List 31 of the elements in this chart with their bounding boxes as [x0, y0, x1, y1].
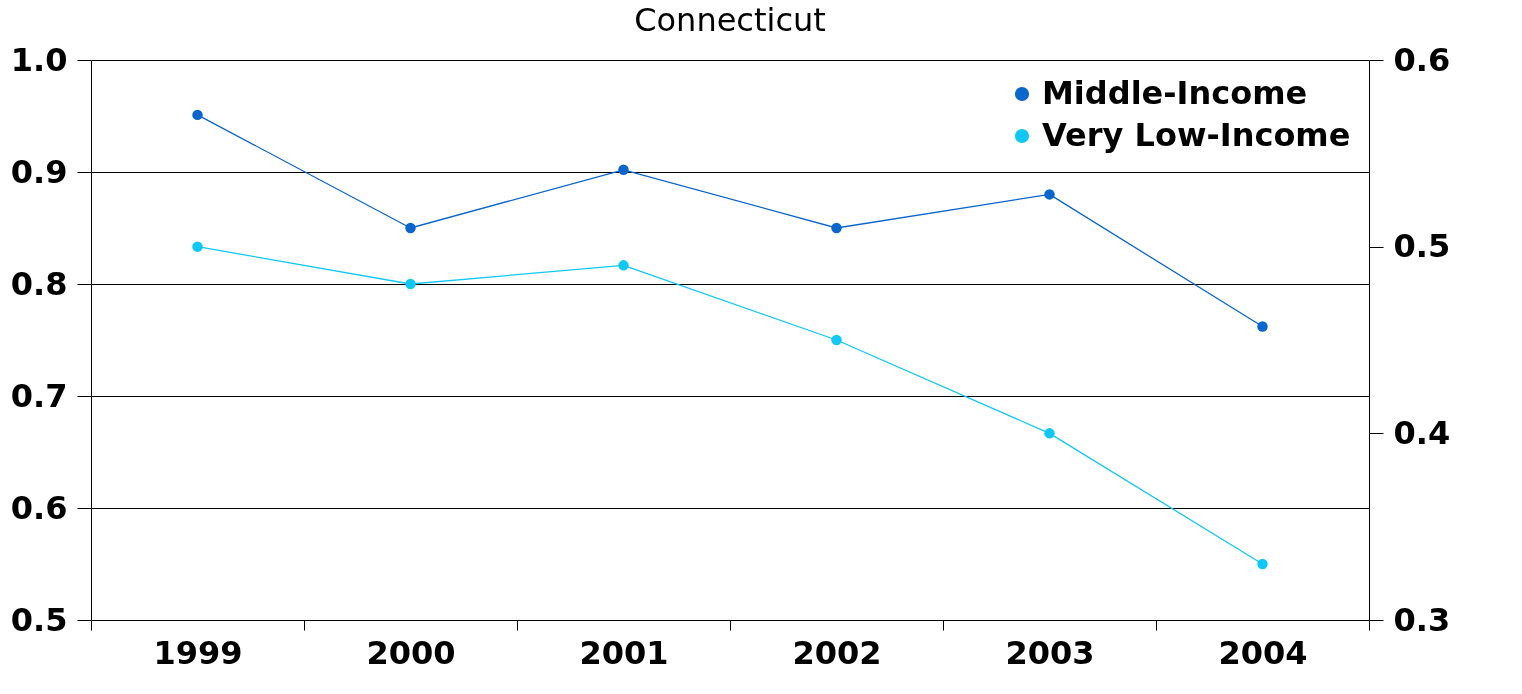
x-tick-label: 2004	[1218, 633, 1308, 672]
legend-label: Middle-Income	[1042, 74, 1308, 112]
legend-label: Very Low-Income	[1042, 116, 1351, 154]
y2-tick-label: 0.4	[1393, 413, 1451, 452]
x-tick-label: 2003	[1005, 633, 1095, 672]
point	[405, 222, 416, 234]
point	[192, 109, 203, 121]
x-tick-label: 2002	[792, 633, 882, 672]
y2-tick-label: 0.6	[1393, 40, 1451, 79]
point	[1257, 321, 1268, 332]
y2-tick-label: 0.5	[1393, 227, 1451, 266]
point	[405, 278, 416, 290]
point	[192, 241, 203, 252]
y-tick-label: 0.6	[10, 488, 68, 527]
chart-title: Connecticut	[634, 1, 826, 39]
y-tick-label: 0.9	[10, 152, 68, 191]
point	[618, 164, 629, 175]
point	[1044, 428, 1055, 439]
point	[1257, 558, 1268, 570]
y-tick-label: 0.8	[10, 264, 68, 303]
y2-tick-label: 0.3	[1393, 600, 1451, 639]
point	[618, 260, 629, 271]
y-tick-label: 1.0	[10, 40, 68, 79]
x-tick-label: 2000	[366, 633, 456, 672]
point	[831, 334, 842, 346]
y-tick-label: 0.7	[10, 376, 68, 415]
point	[1044, 189, 1055, 200]
x-tick-label: 1999	[153, 633, 243, 672]
y-tick-label: 0.5	[10, 600, 68, 639]
x-tick-label: 2001	[579, 633, 669, 672]
point	[831, 222, 842, 234]
